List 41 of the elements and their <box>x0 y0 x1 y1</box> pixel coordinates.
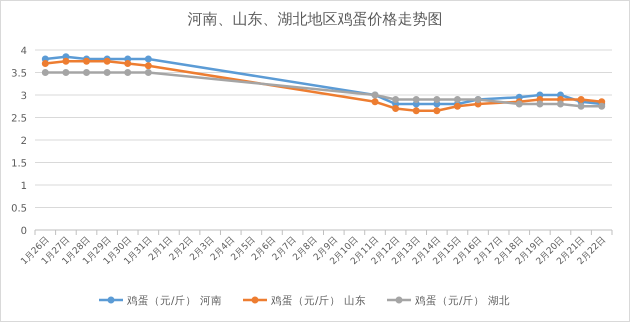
point <box>578 102 585 110</box>
point <box>104 58 111 65</box>
point <box>124 69 132 76</box>
point <box>412 96 420 103</box>
point <box>556 100 564 108</box>
legend-label: 鸡蛋（元/斤） 河南 <box>126 294 222 307</box>
point <box>454 102 461 110</box>
point <box>598 102 606 110</box>
point <box>62 58 70 65</box>
point <box>392 105 400 112</box>
point <box>412 107 420 114</box>
y-tick-label: 4 <box>20 46 27 57</box>
legend-label: 鸡蛋（元/斤） 湖北 <box>414 294 510 307</box>
point <box>433 107 440 114</box>
point <box>42 60 49 67</box>
point <box>104 69 111 76</box>
y-tick-label: 0 <box>20 226 27 237</box>
point <box>392 96 400 103</box>
y-tick-label: 3 <box>20 91 27 102</box>
point <box>372 98 379 106</box>
y-tick-label: 2 <box>20 136 27 147</box>
point <box>433 96 440 103</box>
point <box>42 69 49 76</box>
point <box>454 96 461 103</box>
point <box>124 60 132 67</box>
point <box>144 56 152 62</box>
point <box>536 100 544 108</box>
point <box>144 62 152 70</box>
point <box>144 69 152 76</box>
y-tick-label: 2.5 <box>11 114 27 124</box>
y-tick-label: 0.5 <box>11 204 27 214</box>
title: 河南、山东、湖北地区鸡蛋价格走势图 <box>188 10 442 28</box>
point <box>83 58 90 65</box>
point <box>516 100 523 108</box>
y-tick-label: 1.5 <box>11 158 27 170</box>
legend-label: 鸡蛋（元/斤） 山东 <box>270 294 366 307</box>
point <box>62 69 70 76</box>
y-tick-label: 1 <box>20 181 27 192</box>
point <box>83 69 90 76</box>
point <box>578 96 585 103</box>
y-tick-label: 3.5 <box>11 68 27 80</box>
